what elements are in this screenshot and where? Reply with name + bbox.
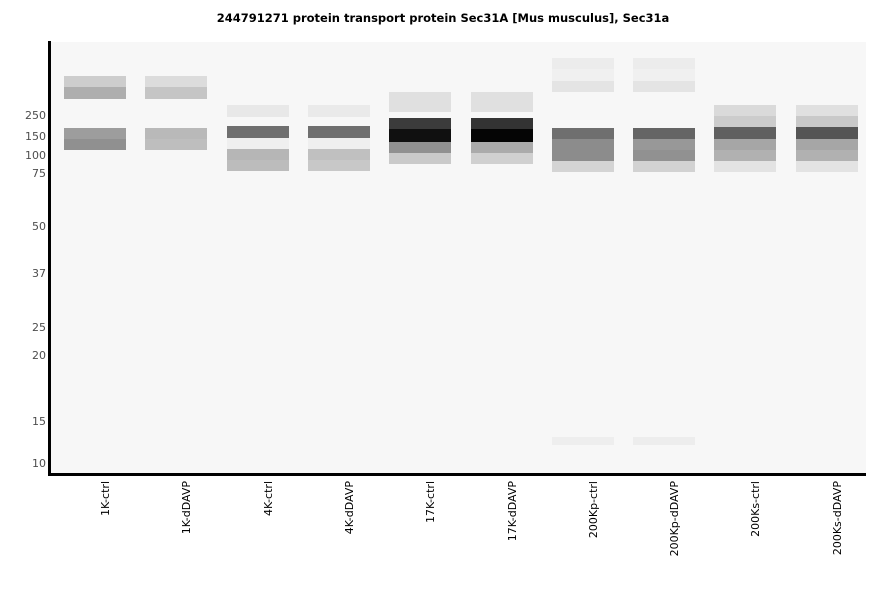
y-axis-tick-150: 150: [25, 130, 46, 143]
x-axis-tick-200kp-ddavp: 200Kp-dDAVP: [668, 481, 682, 557]
x-axis-tick-200ks-ctrl: 200Ks-ctrl: [749, 481, 763, 537]
gel-band: [470, 153, 533, 164]
gel-band: [633, 150, 696, 161]
gel-band: [389, 92, 452, 112]
gel-band: [470, 142, 533, 153]
y-axis-tick-50: 50: [32, 220, 46, 233]
gel-band: [633, 58, 696, 69]
gel-band: [307, 105, 370, 117]
y-axis-tick-25: 25: [32, 321, 46, 334]
gel-band: [795, 161, 858, 172]
gel-band: [633, 69, 696, 81]
gel-band: [145, 128, 208, 139]
y-axis-tick-75: 75: [32, 167, 46, 180]
y-axis-tick-100: 100: [25, 149, 46, 162]
gel-lane: [795, 42, 858, 474]
gel-band: [64, 87, 126, 99]
gel-lane: [389, 42, 452, 474]
x-axis-line: [48, 473, 866, 476]
gel-band: [633, 81, 696, 92]
gel-lane: [145, 42, 208, 474]
y-axis-tick-20: 20: [32, 349, 46, 362]
x-axis-tick-4k-ddavp: 4K-dDAVP: [342, 481, 356, 535]
x-axis-tick-1k-ddavp: 1K-dDAVP: [180, 481, 194, 535]
gel-band: [226, 149, 289, 160]
gel-band: [470, 129, 533, 142]
gel-band: [145, 76, 208, 87]
x-axis-tick-200ks-ddavp: 200Ks-dDAVP: [830, 481, 844, 556]
y-axis-tick-labels: 250 150 100 75 50 37 25 20 15 10: [0, 0, 46, 595]
gel-band: [145, 139, 208, 150]
gel-lane: [714, 42, 777, 474]
gel-band: [470, 118, 533, 129]
gel-band: [226, 126, 289, 138]
gel-lane: [470, 42, 533, 474]
x-axis-tick-17k-ctrl: 17K-ctrl: [424, 481, 438, 523]
gel-lane: [551, 42, 614, 474]
y-axis-tick-37: 37: [32, 267, 46, 280]
gel-band: [64, 128, 126, 139]
gel-band: [226, 105, 289, 117]
gel-band: [633, 128, 696, 139]
gel-lane: [307, 42, 370, 474]
gel-lane: [226, 42, 289, 474]
gel-band: [551, 58, 614, 69]
gel-band: [389, 129, 452, 142]
gel-band: [795, 127, 858, 139]
gel-band: [307, 138, 370, 149]
gel-band: [307, 160, 370, 171]
gel-band: [714, 105, 777, 116]
gel-band: [551, 161, 614, 172]
gel-band: [795, 139, 858, 150]
x-axis-tick-17k-ddavp: 17K-dDAVP: [505, 481, 519, 542]
gel-band: [714, 127, 777, 139]
gel-band: [551, 139, 614, 150]
gel-band: [226, 160, 289, 171]
y-axis-tick-15: 15: [32, 415, 46, 428]
gel-band: [551, 150, 614, 161]
gel-band: [795, 150, 858, 161]
gel-lane: [64, 42, 126, 474]
gel-band: [64, 76, 126, 87]
gel-band: [551, 81, 614, 92]
gel-band: [389, 118, 452, 129]
gel-band: [389, 153, 452, 164]
gel-band: [226, 138, 289, 149]
gel-band: [795, 105, 858, 116]
gel-band: [551, 437, 614, 445]
x-axis-tick-4k-ctrl: 4K-ctrl: [261, 481, 275, 516]
gel-band: [145, 87, 208, 99]
gel-band: [551, 69, 614, 81]
gel-band: [795, 116, 858, 127]
gel-band: [714, 150, 777, 161]
gel-band: [714, 139, 777, 150]
x-axis-tick-1k-ctrl: 1K-ctrl: [99, 481, 112, 516]
y-axis-tick-10: 10: [32, 457, 46, 470]
y-axis-line: [48, 41, 51, 476]
page-title: 244791271 protein transport protein Sec3…: [216, 11, 670, 25]
gel-band: [64, 139, 126, 150]
y-axis-tick-250: 250: [25, 109, 46, 122]
gel-band: [633, 437, 696, 445]
gel-band: [307, 126, 370, 138]
gel-band: [714, 161, 777, 172]
gel-band: [633, 161, 696, 172]
x-axis-tick-200kp-ctrl: 200Kp-ctrl: [586, 481, 600, 539]
gel-band: [470, 92, 533, 112]
gel-lane: [633, 42, 696, 474]
gel-band: [551, 128, 614, 139]
gel-band: [714, 116, 777, 127]
gel-band: [389, 142, 452, 153]
plot-area: [50, 42, 866, 474]
gel-band: [307, 149, 370, 160]
gel-band: [633, 139, 696, 150]
